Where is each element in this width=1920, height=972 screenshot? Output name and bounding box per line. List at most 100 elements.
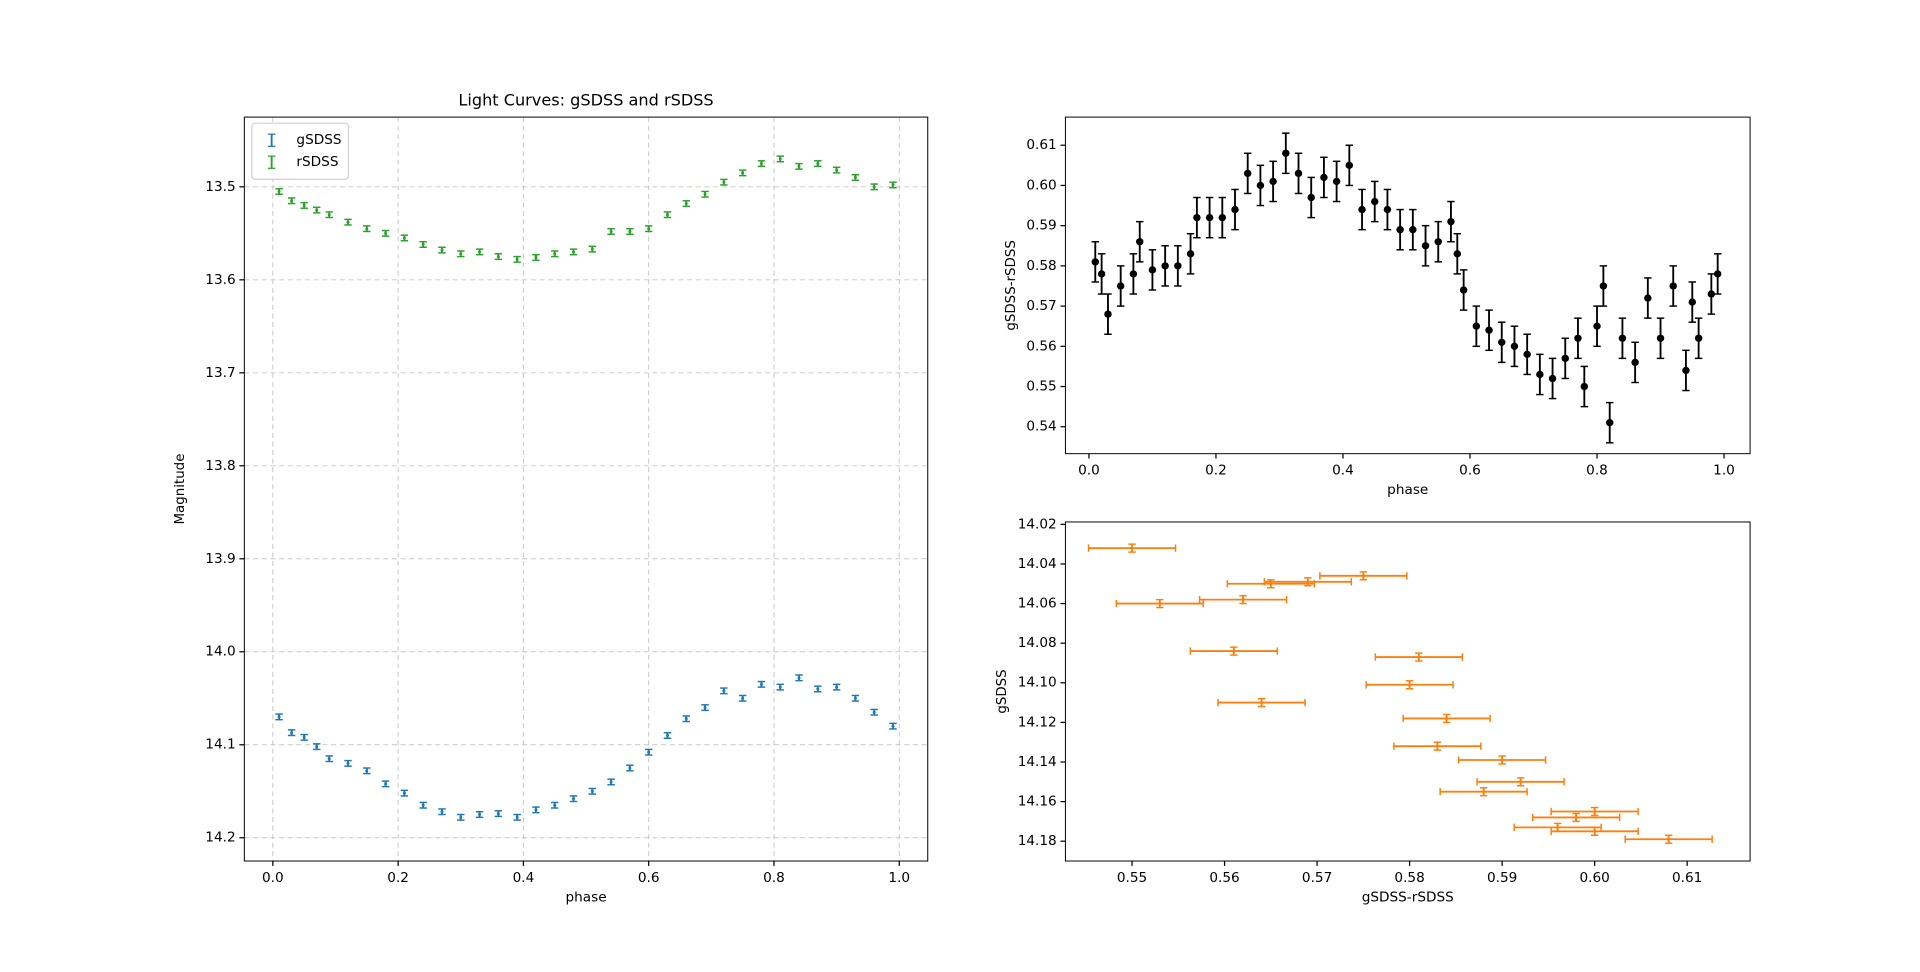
x-tick-label: 1.0 <box>888 870 910 886</box>
y-tick-label: 13.9 <box>205 551 235 567</box>
marker <box>1561 354 1569 363</box>
marker <box>1656 334 1665 342</box>
marker <box>440 810 444 814</box>
marker <box>1161 262 1169 270</box>
marker <box>1605 419 1614 427</box>
marker <box>872 185 876 189</box>
marker <box>590 789 594 793</box>
x-tick-label: 0.61 <box>1672 870 1702 886</box>
marker <box>572 250 576 254</box>
marker <box>853 176 857 179</box>
marker <box>759 682 763 686</box>
marker <box>835 168 839 172</box>
marker <box>1713 270 1722 278</box>
marker <box>496 812 500 816</box>
marker <box>1186 250 1195 258</box>
marker <box>1136 238 1144 246</box>
x-tick-label: 0.0 <box>1078 463 1100 479</box>
marker <box>1599 282 1608 290</box>
marker <box>1631 358 1639 367</box>
marker <box>478 813 482 816</box>
x-tick-label: 0.6 <box>638 870 660 886</box>
marker <box>684 717 688 721</box>
marker <box>1282 149 1290 157</box>
marker <box>290 199 294 203</box>
marker <box>277 715 281 719</box>
marker <box>1644 294 1652 302</box>
x-tick-label: 0.2 <box>1205 463 1227 479</box>
marker <box>816 162 820 166</box>
marker <box>1408 683 1412 687</box>
x-tick-label: 0.59 <box>1487 870 1517 886</box>
marker <box>1580 382 1589 391</box>
marker <box>1447 217 1455 226</box>
x-axis-label: gSDSS-rSDSS <box>1362 890 1454 906</box>
marker <box>553 252 557 256</box>
marker <box>515 815 519 819</box>
marker <box>459 252 463 256</box>
legend-label: rSDSS <box>296 154 338 170</box>
marker <box>1358 205 1366 214</box>
axes-frame <box>1064 116 1751 455</box>
y-tick-label: 13.6 <box>205 272 235 288</box>
marker <box>1682 366 1690 375</box>
y-tick-label: 14.08 <box>1018 635 1057 651</box>
marker <box>1231 205 1239 214</box>
marker <box>1498 338 1506 346</box>
marker <box>1510 342 1519 350</box>
marker <box>1097 270 1106 278</box>
marker <box>1320 173 1328 182</box>
marker <box>1396 226 1404 234</box>
marker <box>1269 177 1277 186</box>
axes-frame <box>1064 521 1751 862</box>
marker <box>853 696 857 700</box>
x-tick-label: 0.2 <box>387 870 409 886</box>
x-tick-label: 0.0 <box>262 870 284 886</box>
marker <box>778 157 782 161</box>
marker <box>1459 286 1468 294</box>
marker <box>384 782 388 786</box>
y-tick-label: 13.8 <box>205 458 235 474</box>
y-axis-label: gSDSS <box>994 669 1010 713</box>
marker <box>703 192 707 196</box>
marker <box>315 208 319 212</box>
x-tick-label: 0.56 <box>1209 870 1239 886</box>
marker <box>1241 598 1245 602</box>
marker <box>1174 262 1182 270</box>
marker <box>1116 282 1125 290</box>
marker <box>665 734 669 737</box>
y-tick-label: 14.12 <box>1018 714 1057 730</box>
y-tick-label: 0.61 <box>1026 137 1056 153</box>
marker <box>1307 193 1315 202</box>
marker <box>816 687 820 691</box>
y-tick-label: 14.1 <box>205 737 235 753</box>
marker <box>1232 649 1236 653</box>
marker <box>1667 837 1671 841</box>
marker <box>327 213 331 217</box>
y-tick-label: 0.59 <box>1026 218 1056 234</box>
marker <box>872 710 876 714</box>
marker <box>891 183 895 187</box>
marker <box>346 761 350 765</box>
marker <box>534 256 538 259</box>
marker <box>1148 266 1157 274</box>
y-axis-label: gSDSS-rSDSS <box>1003 240 1019 331</box>
y-tick-label: 14.14 <box>1018 754 1057 770</box>
x-tick-label: 0.8 <box>763 870 785 886</box>
marker <box>778 685 782 689</box>
marker <box>1688 298 1697 306</box>
marker <box>346 220 350 224</box>
marker <box>1593 810 1597 813</box>
marker <box>402 236 406 240</box>
marker <box>1556 825 1560 829</box>
y-tick-label: 14.02 <box>1018 516 1057 532</box>
marker <box>478 250 482 254</box>
marker <box>440 248 444 252</box>
marker <box>891 724 895 728</box>
marker <box>647 227 651 231</box>
marker <box>1256 181 1265 190</box>
x-tick-label: 0.55 <box>1117 870 1147 886</box>
marker <box>534 808 538 812</box>
legend-label: gSDSS <box>296 132 341 148</box>
